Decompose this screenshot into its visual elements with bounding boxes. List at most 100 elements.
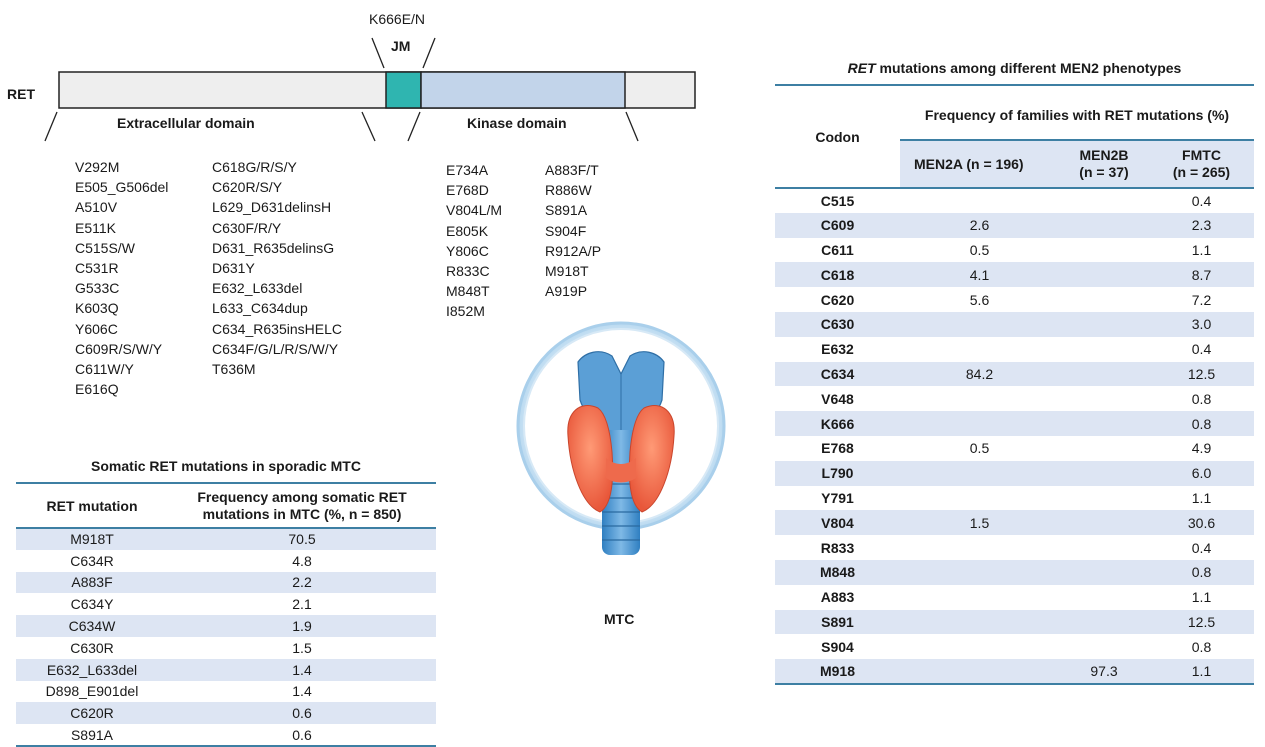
fmtc-header-line2: (n = 265) [1172, 164, 1231, 180]
somatic-table-row: M918T 70.5 [16, 528, 436, 550]
somatic-mutation-cell: S891A [70, 726, 114, 743]
fmtc-cell: 6.0 [1191, 465, 1212, 482]
codon-table-row: C515 0.4 [775, 188, 1254, 213]
frequency-header-line1: Frequency among somatic RET [197, 488, 407, 505]
extracellular-mutation-item: C609R/S/W/Y [75, 340, 163, 357]
men2a-cell [900, 337, 1059, 362]
men2a-cell [900, 461, 1059, 486]
codon-table-row: K666 0.8 [775, 411, 1254, 436]
frequency-header-line2: mutations in MTC (%, n = 850) [202, 505, 402, 522]
codon-cell: S891 [821, 613, 854, 630]
extracellular-mutation-item: D631_R635delinsG [212, 239, 335, 256]
somatic-table-title: Somatic RET mutations in sporadic MTC [91, 458, 361, 474]
thyroid-illustration [516, 321, 726, 555]
men2b-cell [1059, 188, 1149, 213]
codon-table-row: C609 2.6 2.3 [775, 212, 1254, 238]
somatic-frequency-cell: 70.5 [288, 531, 316, 548]
extracellular-mutation-item: Y606C [75, 320, 118, 337]
codon-table-title-rest: mutations among different MEN2 phenotype… [875, 60, 1182, 76]
kinase-mutations-col2: A883F/T R886W S891A S904F R912A/P M918T A919P [545, 160, 601, 301]
frequency-header: Frequency among somatic RET mutations in… [168, 483, 436, 528]
extracellular-mutation-item: C515S/W [75, 239, 135, 256]
men2a-cell: 1.5 [969, 514, 990, 531]
men2b-cell [1059, 436, 1149, 461]
extracellular-mutation-item: L633_C634dup [212, 300, 308, 317]
somatic-table-header-row: RET mutation Frequency among somatic RET… [16, 483, 436, 528]
mtc-label: MTC [604, 611, 635, 627]
codon-table-row: L790 6.0 [775, 460, 1254, 486]
fmtc-cell: 1.1 [1191, 589, 1212, 606]
fmtc-cell: 1.1 [1191, 489, 1212, 506]
men2a-cell [900, 188, 1059, 213]
men2a-cell [900, 486, 1059, 511]
fmtc-cell: 3.0 [1191, 316, 1212, 333]
jm-label: JM [391, 38, 411, 54]
men2b-header-line1: MEN2B [1079, 147, 1129, 163]
jm-bracket-right [422, 37, 436, 69]
men2b-cell [1059, 411, 1149, 436]
fmtc-cell: 2.3 [1191, 217, 1212, 234]
codon-table-row: M848 0.8 [775, 559, 1254, 585]
codon-cell: C620 [820, 291, 855, 308]
codon-cell: C609 [820, 217, 855, 234]
codon-table-row: C634 84.2 12.5 [775, 361, 1254, 387]
fmtc-cell: 1.1 [1191, 241, 1212, 258]
codon-table-row: A883 1.1 [775, 585, 1254, 610]
codon-table-row: S904 0.8 [775, 634, 1254, 659]
somatic-table-row: C634W 1.9 [16, 615, 436, 637]
kinase-domain-label: Kinase domain [467, 115, 567, 131]
extracellular-mutation-item: L629_D631delinsH [212, 199, 332, 216]
kinase-mutation-item: E768D [446, 182, 489, 199]
extracellular-bracket-right [361, 111, 376, 142]
extracellular-mutation-item: C620R/S/Y [212, 179, 283, 196]
codon-table-row: C620 5.6 7.2 [775, 287, 1254, 312]
extracellular-domain-label: Extracellular domain [117, 115, 255, 131]
jm-mutation-label: K666E/N [369, 11, 426, 27]
kinase-bracket-right [625, 111, 639, 142]
codon-cell: C630 [820, 316, 855, 333]
somatic-table-row: C634R 4.8 [16, 550, 436, 572]
frequency-families-header: Frequency of families with RET mutations… [924, 106, 1230, 123]
kinase-mutation-item: R912A/P [545, 242, 602, 259]
extracellular-mutation-item: A510V [75, 199, 118, 216]
kinase-mutation-item: E734A [446, 162, 489, 178]
somatic-table-row: C630R 1.5 [16, 637, 436, 659]
men2a-cell [900, 659, 1059, 684]
men2a-cell [900, 585, 1059, 610]
codon-cell: S904 [821, 638, 854, 655]
men2a-header: MEN2A (n = 196) [900, 139, 1059, 189]
kinase-mutation-item: I852M [446, 303, 485, 320]
ret-label: RET [7, 86, 35, 102]
somatic-mutation-cell: C630R [70, 639, 114, 656]
kinase-mutation-item: R886W [545, 182, 592, 199]
fmtc-cell: 1.1 [1191, 663, 1212, 680]
codon-cell: C611 [821, 241, 854, 258]
extracellular-mutation-item: E632_L633del [212, 280, 303, 297]
men2b-cell [1059, 386, 1149, 411]
men2b-cell [1059, 510, 1149, 535]
men2a-cell: 84.2 [965, 365, 994, 382]
men2a-cell: 2.6 [969, 217, 990, 234]
men2b-cell [1059, 337, 1149, 362]
men2a-cell [900, 411, 1059, 436]
somatic-mutations-table: RET mutation Frequency among somatic RET… [16, 482, 436, 747]
fmtc-cell: 0.4 [1191, 539, 1212, 556]
codon-header: Codon [775, 85, 900, 189]
jm-domain-box [385, 71, 422, 109]
codon-table-row: C630 3.0 [775, 311, 1254, 337]
codon-cell: V804 [821, 514, 854, 531]
somatic-table-row: S891A 0.6 [16, 724, 436, 746]
extracellular-mutation-item: K603Q [75, 300, 119, 317]
men2a-cell [900, 535, 1059, 560]
codon-table-row: S891 12.5 [775, 609, 1254, 635]
fmtc-cell: 0.4 [1191, 341, 1212, 358]
men2a-cell [900, 560, 1059, 585]
somatic-frequency-cell: 1.4 [292, 683, 312, 700]
men2b-cell [1059, 585, 1149, 610]
codon-table-title-italic: RET [847, 60, 876, 76]
somatic-frequency-cell: 1.9 [292, 618, 312, 635]
extracellular-mutation-item: C611W/Y [75, 360, 134, 377]
codon-cell: R833 [820, 539, 855, 556]
somatic-mutation-cell: C634R [70, 552, 114, 569]
